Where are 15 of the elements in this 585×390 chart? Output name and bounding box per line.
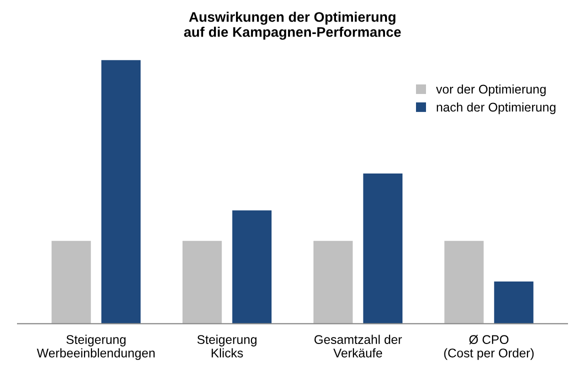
bar (101, 60, 141, 324)
bar (363, 173, 402, 324)
legend-label: vor der Optimierung (436, 84, 546, 96)
bar (444, 240, 484, 324)
bar (494, 282, 534, 324)
bar (52, 240, 91, 324)
x-tick-label: Ø CPO (Cost per Order) (444, 334, 534, 360)
x-tick-label: Gesamtzahl der Verkäufe (314, 334, 402, 358)
bar (313, 240, 353, 324)
bar (232, 210, 272, 324)
legend-label: nach der Optimierung (436, 102, 556, 114)
bar (182, 240, 222, 324)
x-tick-label: Steigerung Klicks (197, 334, 256, 358)
chart-title: Auswirkungen der Optimierung auf die Kampagnen-Performance (184, 12, 401, 40)
x-tick-label: Steigerung Werbeeinblendungen (36, 334, 155, 360)
